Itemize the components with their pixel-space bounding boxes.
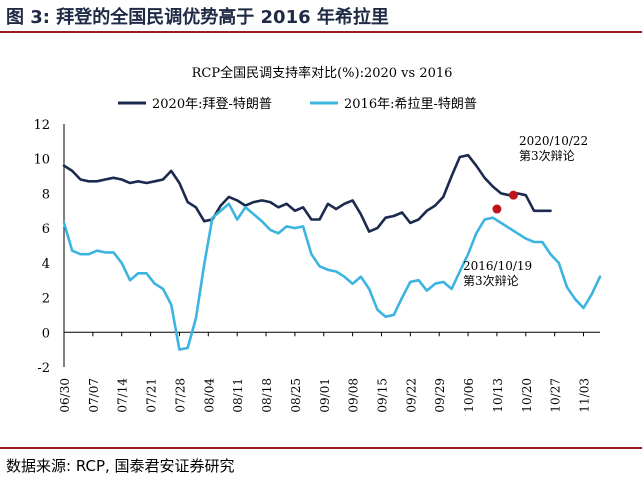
x-tick-label: 11/03 xyxy=(578,378,592,413)
annotation-label: 2020/10/22 xyxy=(519,134,588,148)
y-tick-label: -2 xyxy=(37,361,50,376)
y-tick-label: 8 xyxy=(42,187,50,202)
figure-title: 图 3: 拜登的全国民调优势高于 2016 年希拉里 xyxy=(6,7,389,28)
y-tick-label: 6 xyxy=(42,222,50,237)
legend-label: 2020年:拜登-特朗普 xyxy=(152,97,272,112)
y-tick-label: 10 xyxy=(33,153,50,168)
y-axis: -2 0 2 4 6 8 10 12 xyxy=(33,118,65,376)
annotation-label: 2016/10/19 xyxy=(463,259,532,273)
annotation-label: 第3次辩论 xyxy=(463,274,519,288)
x-tick-label: 09/01 xyxy=(318,378,332,413)
x-tick-label: 06/30 xyxy=(58,378,72,413)
header-rule xyxy=(0,31,642,33)
debate-marker xyxy=(492,204,502,214)
y-tick-label: 0 xyxy=(42,326,50,341)
x-tick-label: 08/18 xyxy=(260,378,274,413)
x-axis: 06/30 07/07 07/14 07/21 07/28 08/04 08/11 08/18… xyxy=(58,331,600,413)
x-tick-label: 08/11 xyxy=(231,378,245,413)
annotation-label: 第3次辩论 xyxy=(519,149,575,163)
figure-header: 图 3: 拜登的全国民调优势高于 2016 年希拉里 xyxy=(0,0,642,31)
y-tick-label: 4 xyxy=(42,257,50,272)
x-tick-label: 07/07 xyxy=(87,378,101,413)
x-tick-label: 10/20 xyxy=(520,378,534,413)
x-tick-label: 09/15 xyxy=(375,378,389,413)
series-line xyxy=(62,202,602,351)
x-tick-label: 07/28 xyxy=(173,378,187,413)
source-note: 数据来源: RCP, 国泰君安证券研究 xyxy=(6,457,235,475)
chart-title: RCP全国民调支持率对比(%):2020 vs 2016 xyxy=(192,65,453,81)
chart-legend: 2020年:拜登-特朗普 2016年:希拉里-特朗普 xyxy=(118,97,477,112)
y-tick-label: 2 xyxy=(42,292,50,307)
y-tick-label: 12 xyxy=(33,118,50,133)
x-tick-label: 09/29 xyxy=(433,378,447,413)
debate-marker xyxy=(508,190,518,200)
x-tick-label: 10/13 xyxy=(491,378,505,413)
x-tick-label: 09/22 xyxy=(404,378,418,413)
x-tick-label: 07/14 xyxy=(116,378,130,413)
x-tick-label: 10/06 xyxy=(462,378,476,413)
x-tick-label: 07/21 xyxy=(145,378,159,413)
x-tick-label: 08/25 xyxy=(289,378,303,413)
footer-rule xyxy=(0,447,642,449)
x-tick-label: 10/27 xyxy=(549,378,563,413)
plot-area xyxy=(62,153,602,351)
legend-label: 2016年:希拉里-特朗普 xyxy=(344,97,477,112)
series-line xyxy=(62,153,552,233)
x-tick-label: 09/08 xyxy=(347,378,361,413)
x-tick-label: 08/04 xyxy=(202,378,216,413)
